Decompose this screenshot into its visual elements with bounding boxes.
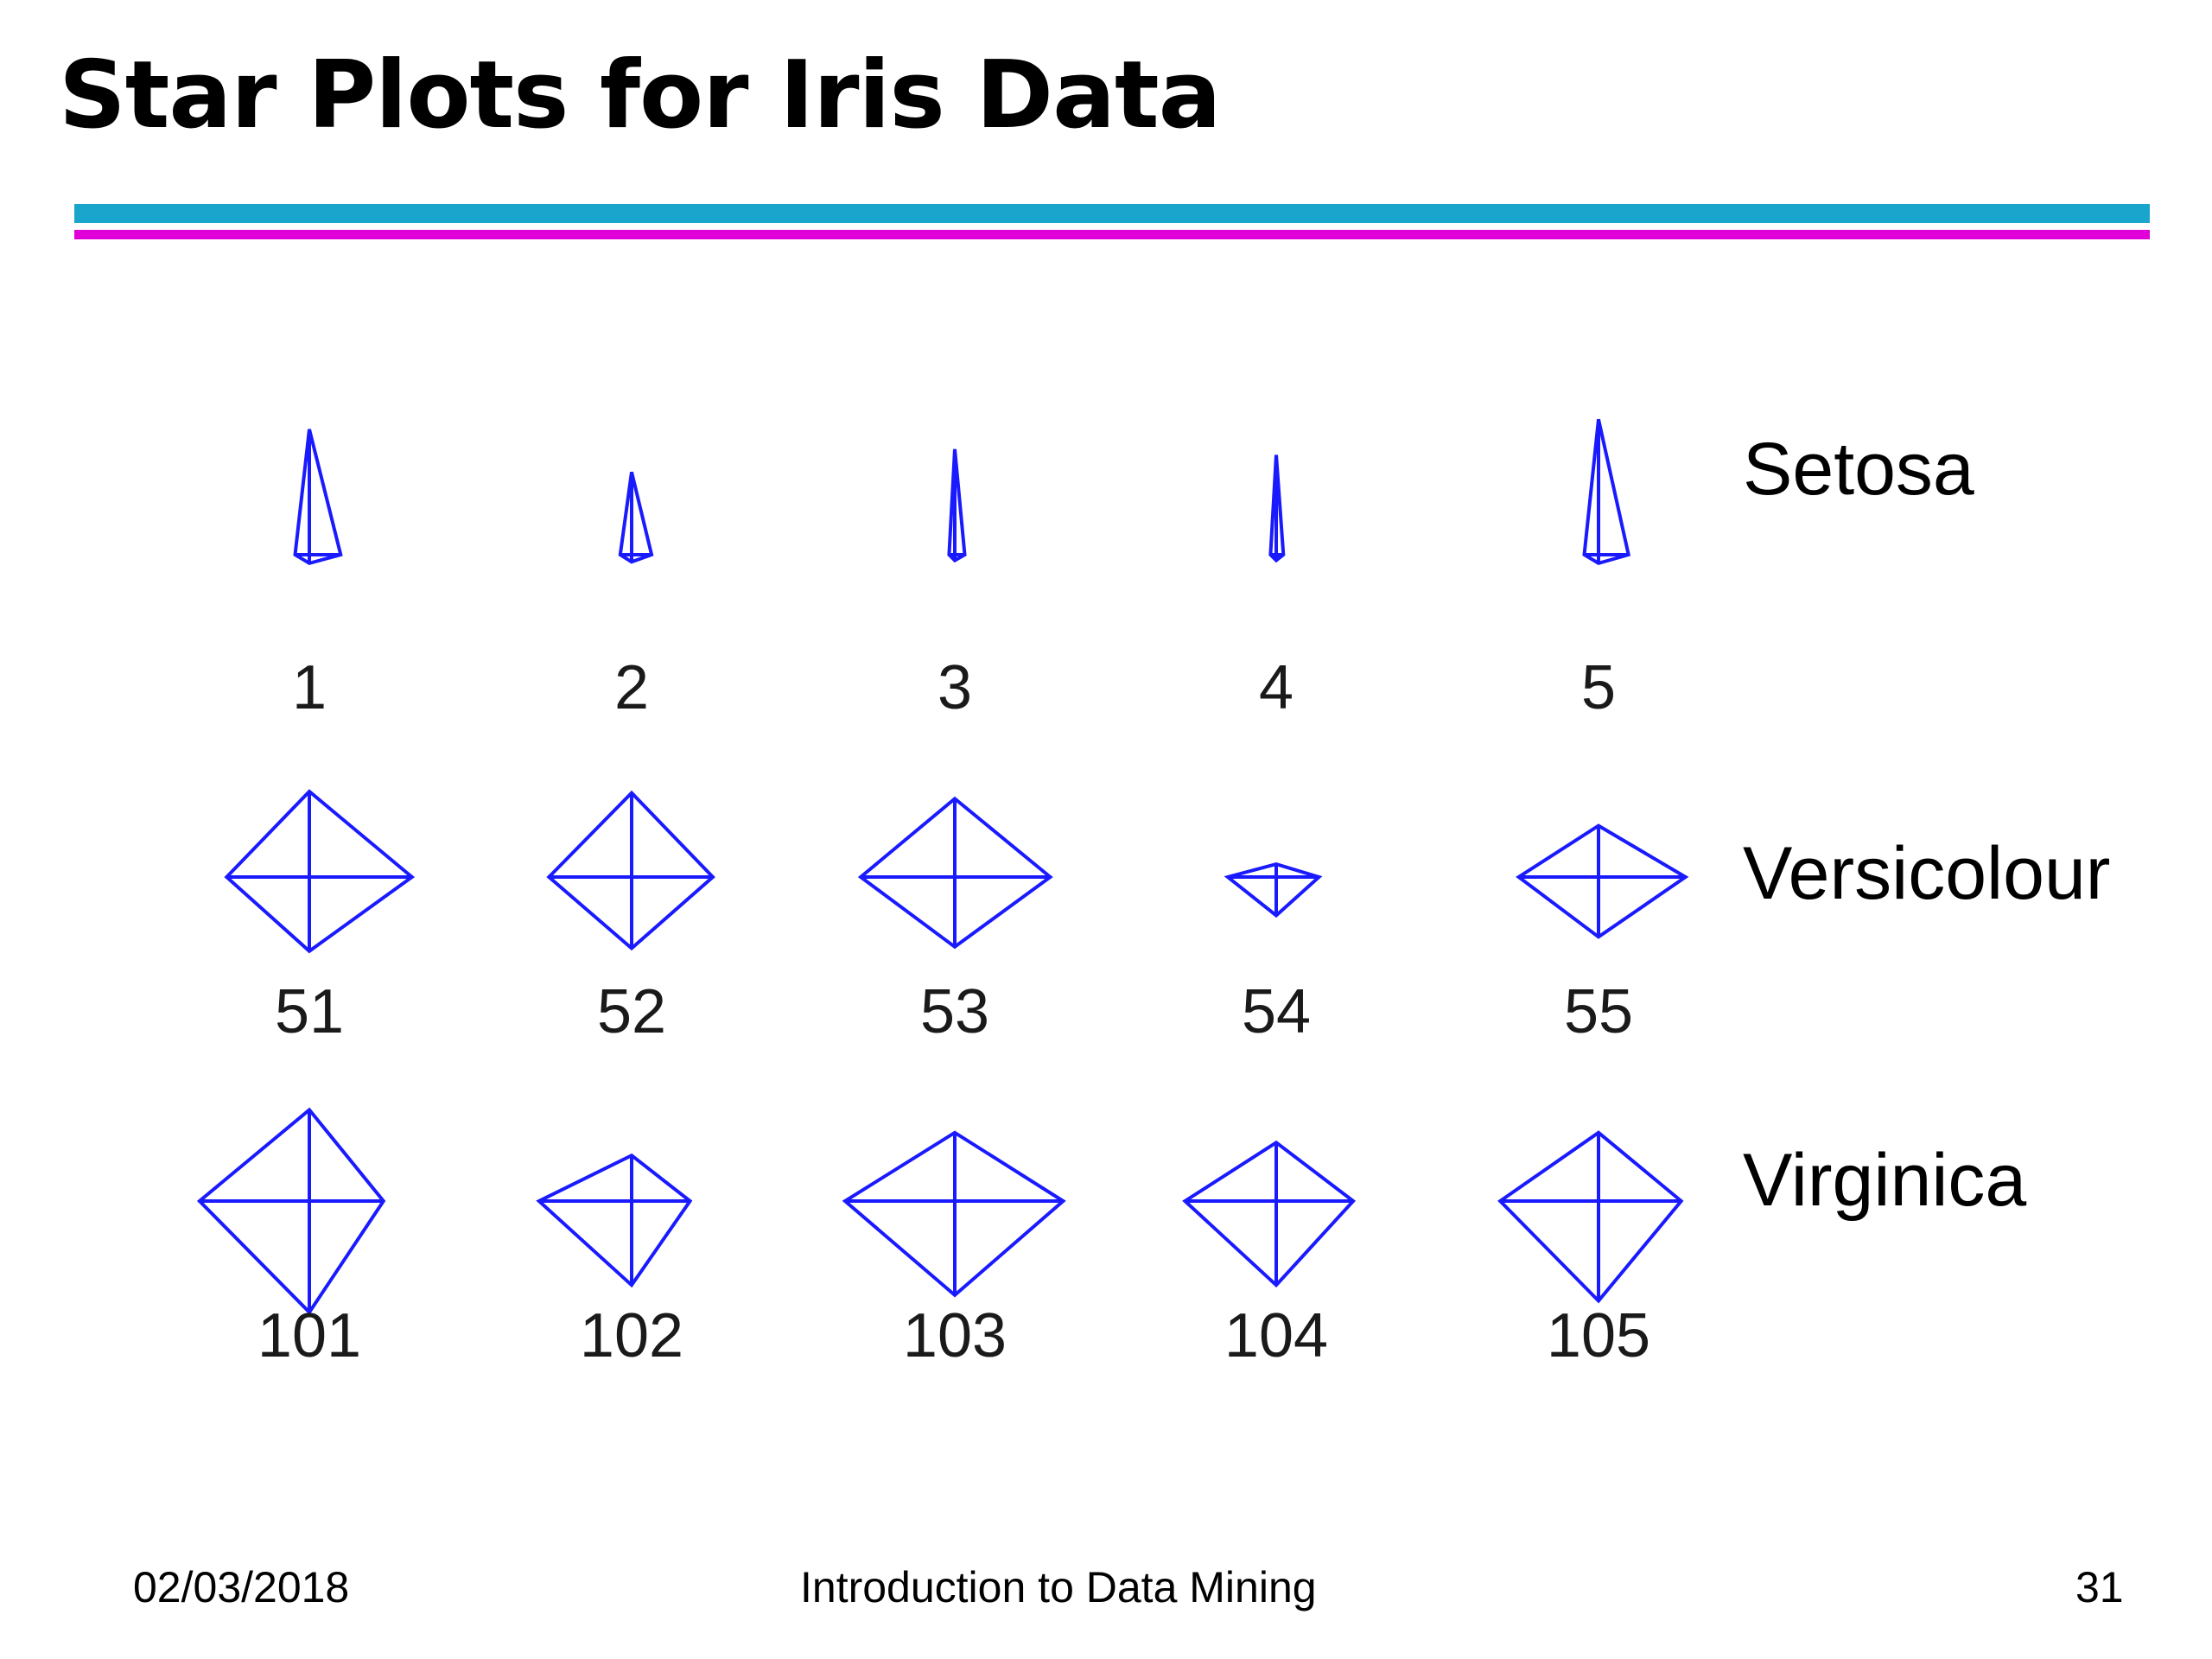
star-outline bbox=[618, 471, 654, 564]
star-label-103: 103 bbox=[903, 1301, 1007, 1370]
title-rule-cyan bbox=[74, 204, 2150, 223]
star-glyph-2 bbox=[618, 471, 654, 564]
star-outline bbox=[947, 448, 967, 563]
class-label-versicolour: Versicolour bbox=[1743, 832, 2110, 915]
star-label-51: 51 bbox=[275, 977, 344, 1046]
star-glyph-103 bbox=[842, 1130, 1066, 1298]
star-outline bbox=[536, 1153, 693, 1288]
star-label-54: 54 bbox=[1242, 977, 1311, 1046]
star-label-105: 105 bbox=[1547, 1301, 1650, 1370]
star-outline bbox=[224, 789, 416, 954]
star-glyph-54 bbox=[1224, 862, 1323, 918]
star-glyph-101 bbox=[196, 1107, 386, 1315]
footer-page-number: 31 bbox=[2075, 1563, 2124, 1611]
star-outline bbox=[293, 429, 343, 566]
slide-title: Star Plots for Iris Data bbox=[59, 41, 1221, 149]
star-outline bbox=[546, 790, 715, 951]
star-outline bbox=[842, 1130, 1066, 1298]
star-outline bbox=[1516, 823, 1689, 939]
star-outline bbox=[1224, 862, 1323, 918]
star-label-1: 1 bbox=[292, 653, 327, 722]
star-outline bbox=[857, 796, 1053, 950]
footer-course-title: Introduction to Data Mining bbox=[800, 1563, 1317, 1611]
star-outline bbox=[1268, 454, 1286, 563]
star-glyph-3 bbox=[947, 448, 967, 563]
class-label-setosa: Setosa bbox=[1743, 428, 1974, 511]
star-glyph-51 bbox=[224, 789, 416, 954]
star-glyph-5 bbox=[1582, 418, 1631, 566]
star-label-53: 53 bbox=[920, 977, 989, 1046]
star-glyph-55 bbox=[1516, 823, 1689, 939]
star-glyph-53 bbox=[857, 796, 1053, 950]
title-rule-magenta bbox=[74, 230, 2150, 239]
star-label-3: 3 bbox=[938, 653, 972, 722]
footer-date: 02/03/2018 bbox=[133, 1563, 350, 1611]
star-label-4: 4 bbox=[1259, 653, 1294, 722]
star-label-52: 52 bbox=[597, 977, 666, 1046]
class-label-virginica: Virginica bbox=[1743, 1139, 2026, 1222]
star-label-101: 101 bbox=[257, 1301, 361, 1370]
star-glyph-102 bbox=[536, 1153, 693, 1288]
star-glyph-105 bbox=[1497, 1130, 1684, 1304]
star-outline bbox=[1582, 418, 1631, 566]
star-glyph-52 bbox=[546, 790, 715, 951]
star-glyph-1 bbox=[293, 429, 343, 566]
star-label-5: 5 bbox=[1581, 653, 1616, 722]
star-glyph-4 bbox=[1268, 454, 1286, 563]
star-label-2: 2 bbox=[614, 653, 649, 722]
star-label-55: 55 bbox=[1564, 977, 1633, 1046]
star-label-104: 104 bbox=[1224, 1301, 1328, 1370]
star-outline bbox=[1497, 1130, 1684, 1304]
star-outline bbox=[1182, 1140, 1357, 1288]
star-outline bbox=[196, 1107, 386, 1315]
star-glyph-104 bbox=[1182, 1140, 1357, 1288]
star-label-102: 102 bbox=[580, 1301, 683, 1370]
